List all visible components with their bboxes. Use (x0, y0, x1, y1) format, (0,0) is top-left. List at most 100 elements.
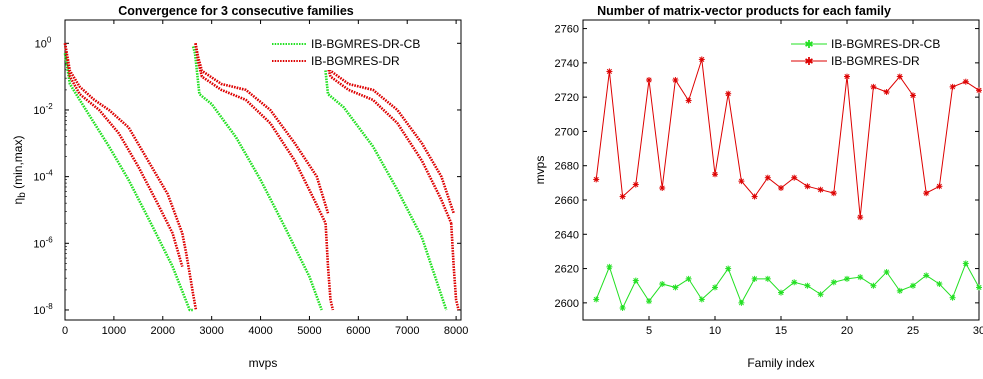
chart2-series-dr-point (910, 92, 916, 99)
chart2-series-cb-point (725, 265, 732, 272)
chart2-xtick-label: 10 (709, 325, 721, 337)
chart1-ytick-label: 10-4 (33, 169, 53, 184)
chart2-series-dr-point (632, 181, 639, 188)
chart1-series-dr-line (324, 223, 335, 311)
chart2-series-dr-point (646, 77, 652, 83)
chart1-xtick-label: 0 (62, 325, 68, 337)
chart2-series-dr-point (976, 87, 982, 94)
chart2-ytick-label: 2600 (555, 298, 579, 310)
chart2-series-dr-point (870, 83, 877, 90)
chart1-ytick-label: 100 (35, 35, 52, 50)
chart2-series-cb-point (949, 294, 956, 301)
chart2-series (593, 56, 982, 311)
chart1-ylabel-rest: (min,max) (11, 136, 25, 193)
chart2-ticks: 5 10 15 20 25 30 2600 2620 2640 2660 2680 2700 2720 2… (555, 20, 983, 337)
chart2-series-cb-point (698, 296, 705, 303)
chart1-series-dr-line (63, 43, 184, 267)
chart1-series-cb-line (191, 46, 323, 311)
chart1-xtick-label: 5000 (297, 325, 321, 337)
chart2-ylabel: mvps (533, 156, 547, 185)
chart2-ytick-label: 2640 (555, 229, 579, 241)
chart2-series-cb-point (712, 284, 718, 291)
chart2-series-cb-point (764, 275, 771, 282)
chart2-xtick-label: 15 (775, 325, 787, 337)
chart2-ytick-label: 2720 (555, 92, 579, 104)
chart2-series-dr-point (817, 186, 824, 193)
chart2-series-cb-point (646, 298, 652, 305)
chart2-series-dr-point (593, 176, 600, 183)
chart1-ytick-label: 10-6 (33, 235, 53, 250)
chart1-xlabel: mvps (249, 356, 278, 370)
chart1-ticks: 0 1000 2000 3000 4000 5000 6000 7000 8000 10-8 10-… (33, 20, 468, 337)
chart2-series-dr-point (659, 185, 666, 191)
chart2-series-dr-point (619, 193, 626, 200)
chart2-ytick-label: 2620 (555, 264, 579, 276)
chart2-series-cb-point (632, 277, 639, 284)
chart2-series-dr-point (936, 183, 943, 190)
chart2-series-dr-point (672, 77, 679, 83)
chart2-legend-label-cb: IB-BGMRES-DR-CB (831, 37, 940, 51)
chart1-xtick-label: 8000 (444, 325, 468, 337)
chart2-legend-label-dr: IB-BGMRES-DR (831, 54, 920, 68)
chart1-series-dr-line (194, 43, 327, 224)
chart1-legend: IB-BGMRES-DR-CB IB-BGMRES-DR (265, 34, 457, 70)
chart1-legend-box (265, 34, 457, 70)
chart2-series-dr-point (712, 171, 718, 178)
chart2-series-cb-point (844, 275, 850, 282)
chart2-series-cb-point (976, 284, 982, 291)
convergence-chart: Convergence for 3 consecutive families 0… (11, 4, 468, 370)
chart2-xlabel: Family index (747, 356, 814, 370)
chart2-series-cb-point (817, 291, 824, 298)
chart2-series-cb-point (593, 296, 600, 303)
chart2-series-cb-point (672, 284, 679, 291)
chart1-ytick-label: 10-8 (33, 302, 53, 317)
chart1-ylabel-sub: b (17, 192, 28, 198)
chart2-series-dr-point (606, 68, 613, 75)
chart1-ytick-label: 10-2 (33, 102, 53, 117)
chart2-series-cb-point (606, 263, 613, 270)
chart1-series-dr-line (63, 43, 184, 234)
chart1-ylabel: ηb (min,max) (11, 136, 28, 205)
chart2-series-cb-point (936, 281, 943, 287)
chart2-ytick-label: 2760 (555, 24, 579, 36)
chart2-title: Number of matrix-vector products for eac… (597, 4, 891, 18)
chart1-xtick-label: 1000 (102, 325, 126, 337)
chart2-series-dr-point (725, 90, 732, 97)
chart2-series-dr-point (883, 89, 890, 95)
chart2-xtick-label: 5 (646, 325, 652, 337)
chart1-title: Convergence for 3 consecutive families (118, 4, 354, 18)
chart1-legend-label-dr: IB-BGMRES-DR (311, 54, 400, 68)
chart2-series-dr-point (738, 178, 745, 185)
chart2-series-dr-point (804, 183, 811, 190)
chart2-series-dr-point (949, 83, 956, 90)
chart2-series-cb-point (910, 282, 916, 289)
chart1-series-dr-line (449, 223, 460, 311)
chart2-series-cb-point (804, 282, 811, 289)
chart2-series-cb-point (962, 260, 969, 267)
chart1-xtick-label: 6000 (346, 325, 370, 337)
chart2-series-cb-point (791, 279, 798, 286)
chart2-series-cb-point (619, 305, 626, 311)
chart1-xtick-label: 2000 (151, 325, 175, 337)
chart2-series-dr-point (791, 174, 798, 181)
chart2-ytick-label: 2740 (555, 58, 579, 70)
chart2-ytick-label: 2700 (555, 126, 579, 138)
chart2-series-dr-point (844, 73, 850, 80)
chart1-xtick-label: 3000 (199, 325, 223, 337)
chart1-series-dr-line (181, 233, 198, 311)
chart1-series-dr-line (194, 43, 330, 214)
chart2-series-dr-point (698, 56, 705, 63)
chart2-series-cb-point (857, 274, 864, 281)
chart2-series-cb-point (830, 279, 837, 286)
chart2-xtick-label: 20 (841, 325, 853, 337)
chart2-legend-marker-dr: ✱ (804, 56, 813, 68)
chart2-series-dr-point (923, 190, 930, 197)
chart2-series-cb-point (778, 289, 784, 296)
chart2-series-dr-point (685, 97, 692, 104)
chart2-legend-marker-cb: ✱ (804, 39, 813, 51)
chart2-series-dr-point (857, 214, 864, 221)
chart2-series-cb-point (738, 299, 745, 306)
chart1-legend-label-cb: IB-BGMRES-DR-CB (311, 37, 420, 51)
chart2-series-dr-point (764, 174, 771, 181)
